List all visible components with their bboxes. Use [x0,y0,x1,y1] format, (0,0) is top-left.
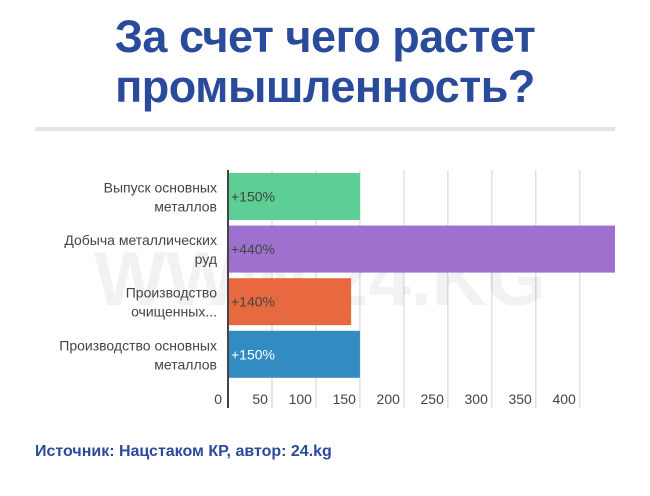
x-tick-label: 350 [508,391,532,407]
category-label: Выпуск основных [104,180,217,196]
x-tick-label: 300 [465,391,489,407]
x-tick-label: 200 [377,391,401,407]
category-label: Производство основных [59,337,217,353]
bar [228,173,360,220]
category-label: металлов [154,356,217,372]
x-tick-label: 150 [333,391,357,407]
x-tick-label: 0 [214,391,222,407]
category-label: очищенных... [131,304,217,320]
bar [228,330,360,378]
bar [228,278,352,326]
title-line-2: промышленность? [115,61,535,112]
title-line-1: За счет чего растет [114,11,536,62]
source-caption: Источник: Нацстаком КР, автор: 24.kg [35,443,332,460]
category-label: Производство [126,285,217,301]
category-label: металлов [154,199,217,215]
category-label: руд [195,251,217,267]
page-title: За счет чего растет промышленность? [0,12,650,112]
bar [228,225,615,273]
data-label: +150% [231,346,275,362]
data-label: +150% [231,189,275,205]
title-divider [35,127,615,131]
x-tick-label: 100 [289,391,313,407]
category-label: Добыча металлических [64,232,217,248]
x-tick-label: 50 [252,391,268,407]
x-tick-label: 250 [421,391,445,407]
data-label: +140% [231,294,275,310]
x-tick-label: 400 [552,391,576,407]
data-label: +440% [231,241,275,257]
